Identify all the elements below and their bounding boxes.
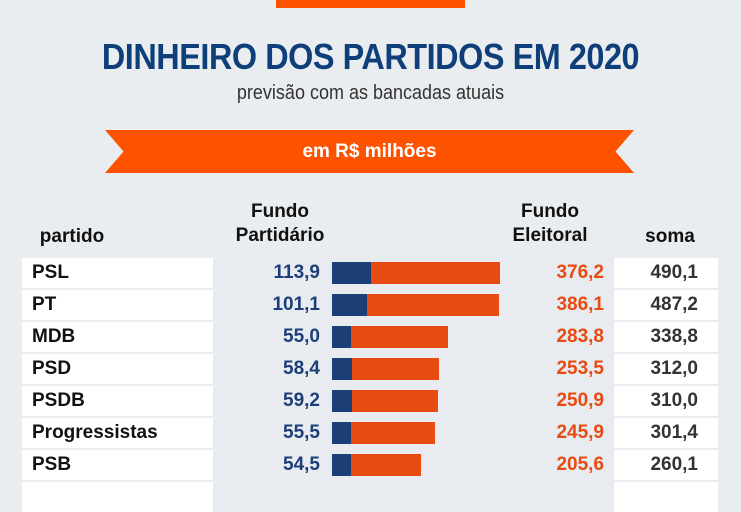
total-value: 301,4 — [614, 418, 718, 448]
header-fe-line2: Eleitoral — [512, 225, 588, 246]
fundo-eleitoral-bar — [352, 390, 439, 412]
table-row: PSL 113,9 376,2 490,1 — [0, 258, 741, 288]
fundo-eleitoral-value: 245,9 — [556, 422, 604, 443]
table-row-partial — [0, 482, 741, 512]
fundo-partidario-bar — [332, 422, 352, 444]
fundo-eleitoral-value: 253,5 — [556, 358, 604, 379]
fundo-partidario-value: 58,4 — [283, 358, 320, 379]
unit-label: em R$ milhões — [302, 141, 437, 162]
fundo-eleitoral-bar — [351, 422, 436, 444]
party-name: PSDB — [22, 386, 213, 416]
total-value: 490,1 — [614, 258, 718, 288]
top-accent-bar — [276, 0, 465, 8]
unit-banner: em R$ milhões — [105, 130, 634, 173]
table-row: MDB 55,0 283,8 338,8 — [0, 322, 741, 352]
party-name: MDB — [22, 322, 213, 352]
fundo-partidario-bar — [332, 454, 351, 476]
fundo-partidario-value: 59,2 — [283, 390, 320, 411]
fundo-eleitoral-value: 376,2 — [556, 262, 604, 283]
fundo-partidario-bar — [332, 326, 351, 348]
fundo-eleitoral-bar — [371, 262, 500, 284]
table-row: PSDB 59,2 250,9 310,0 — [0, 386, 741, 416]
fundo-eleitoral-bar — [352, 358, 439, 380]
fundo-eleitoral-value: 283,8 — [556, 326, 604, 347]
party-name: PT — [22, 290, 213, 320]
fundo-partidario-value: 113,9 — [273, 262, 321, 283]
fundo-partidario-bar — [332, 294, 367, 316]
header-fe-line1: Fundo — [520, 201, 580, 222]
fundo-eleitoral-bar — [350, 326, 449, 348]
party-name: PSD — [22, 354, 213, 384]
table-row: Progressistas 55,5 245,9 301,4 — [0, 418, 741, 448]
header-partido: partido — [39, 226, 105, 247]
fundo-partidario-bar — [332, 390, 353, 412]
party-name: Progressistas — [22, 418, 213, 448]
chart-title: DINHEIRO DOS PARTIDOS EM 2020 — [101, 36, 640, 77]
total-value: 338,8 — [614, 322, 718, 352]
fundo-eleitoral-bar — [366, 294, 499, 316]
table-row: PSD 58,4 253,5 312,0 — [0, 354, 741, 384]
table-row: PSB 54,5 205,6 260,1 — [0, 450, 741, 480]
fundo-eleitoral-bar — [350, 454, 422, 476]
party-name: PSL — [22, 258, 213, 288]
fundo-partidario-value: 55,0 — [283, 326, 320, 347]
fundo-partidario-value: 54,5 — [283, 454, 320, 475]
total-value: 310,0 — [614, 386, 718, 416]
fundo-partidario-value: 101,1 — [272, 294, 320, 315]
total-value: 312,0 — [614, 354, 718, 384]
fundo-partidario-bar — [332, 262, 372, 284]
fundo-eleitoral-value: 386,1 — [556, 294, 604, 315]
chart-subtitle: previsão com as bancadas atuais — [236, 82, 505, 104]
fundo-eleitoral-value: 250,9 — [556, 390, 604, 411]
fundo-partidario-value: 55,5 — [283, 422, 320, 443]
table-row: PT 101,1 386,1 487,2 — [0, 290, 741, 320]
header-fp-line2: Partidário — [235, 225, 325, 246]
header-fp-line1: Fundo — [250, 201, 310, 222]
total-value: 487,2 — [614, 290, 718, 320]
fundo-eleitoral-value: 205,6 — [556, 454, 604, 475]
fundo-partidario-bar — [332, 358, 353, 380]
total-value: 260,1 — [614, 450, 718, 480]
header-soma: soma — [645, 226, 695, 247]
party-name: PSB — [22, 450, 213, 480]
